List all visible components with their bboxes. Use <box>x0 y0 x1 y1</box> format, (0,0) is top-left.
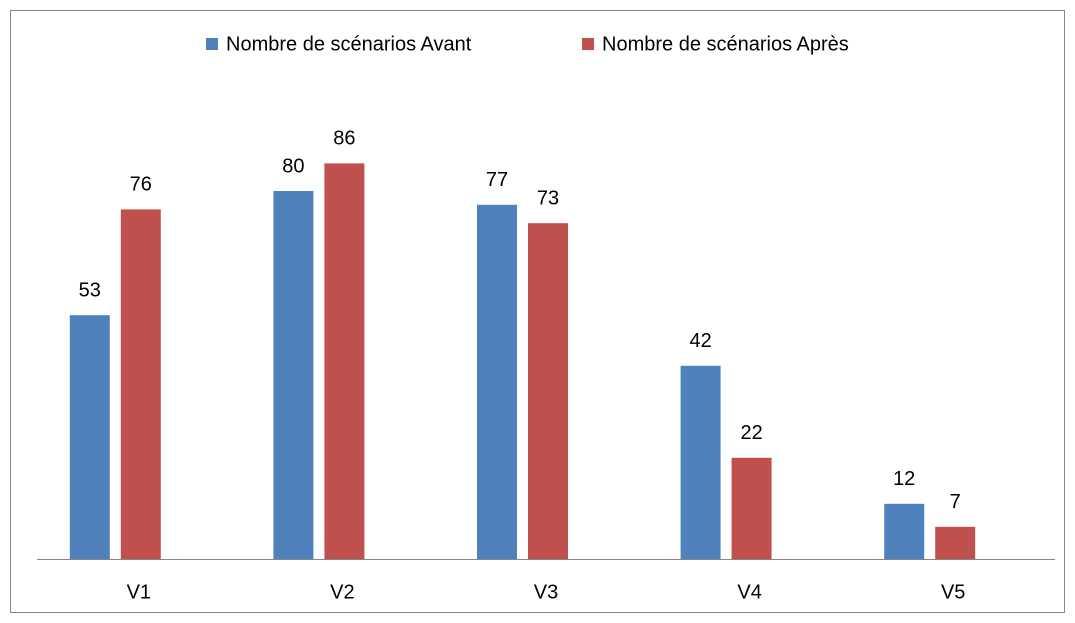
value-label: 86 <box>333 128 355 150</box>
legend-label: Nombre de scénarios Après <box>602 33 849 55</box>
x-tick-label: V5 <box>941 581 965 603</box>
bar <box>477 204 517 560</box>
value-label: 77 <box>486 169 508 191</box>
x-tick-label: V1 <box>127 581 151 603</box>
value-label: 12 <box>893 468 915 490</box>
bar <box>680 365 721 559</box>
bar <box>69 315 110 559</box>
bar <box>731 457 772 559</box>
x-tick-label: V4 <box>737 581 761 603</box>
value-label: 7 <box>950 491 961 513</box>
value-label: 53 <box>79 279 101 301</box>
bar <box>884 503 925 559</box>
legend-swatch <box>206 38 218 50</box>
value-label: 80 <box>282 155 304 177</box>
bar <box>935 526 976 559</box>
legend-label: Nombre de scénarios Avant <box>226 33 472 55</box>
x-tick-label: V3 <box>534 581 558 603</box>
value-label: 73 <box>537 187 559 209</box>
value-label: 76 <box>130 174 152 196</box>
x-tick-label: V2 <box>330 581 354 603</box>
bar <box>528 223 568 559</box>
bar <box>120 209 161 559</box>
legend-swatch <box>582 38 594 50</box>
bar <box>273 191 314 559</box>
value-label: 22 <box>740 422 762 444</box>
value-label: 42 <box>689 330 711 352</box>
bar <box>324 163 365 559</box>
